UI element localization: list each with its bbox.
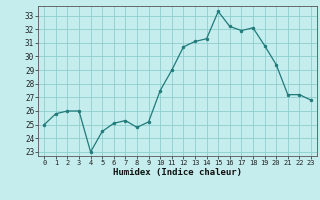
X-axis label: Humidex (Indice chaleur): Humidex (Indice chaleur) xyxy=(113,168,242,177)
